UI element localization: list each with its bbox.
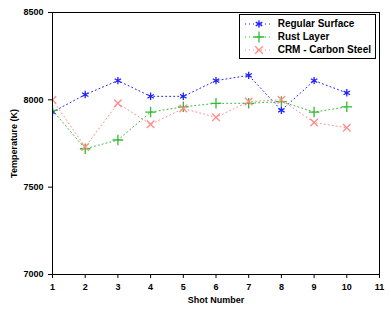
svg-text:9: 9 [312, 282, 317, 292]
svg-text:6: 6 [213, 282, 218, 292]
svg-text:8: 8 [279, 282, 284, 292]
svg-text:8500: 8500 [23, 7, 43, 17]
svg-text:7000: 7000 [23, 269, 43, 279]
svg-text:4: 4 [148, 282, 153, 292]
svg-text:11: 11 [375, 282, 385, 292]
svg-text:7500: 7500 [23, 182, 43, 192]
svg-text:1: 1 [50, 282, 55, 292]
svg-text:Temperature (K): Temperature (K) [9, 109, 19, 178]
svg-text:3: 3 [115, 282, 120, 292]
svg-text:5: 5 [181, 282, 186, 292]
html-text:Regular Surface: Regular Surface [277, 18, 355, 29]
html-text:CRM - Carbon Steel: CRM - Carbon Steel [277, 44, 371, 55]
html-text:Rust Layer: Rust Layer [277, 31, 330, 42]
svg-text:7: 7 [246, 282, 251, 292]
svg-text:2: 2 [83, 282, 88, 292]
svg-text:8000: 8000 [23, 95, 43, 105]
svg-text:10: 10 [342, 282, 352, 292]
svg-text:Shot Number: Shot Number [188, 295, 245, 305]
